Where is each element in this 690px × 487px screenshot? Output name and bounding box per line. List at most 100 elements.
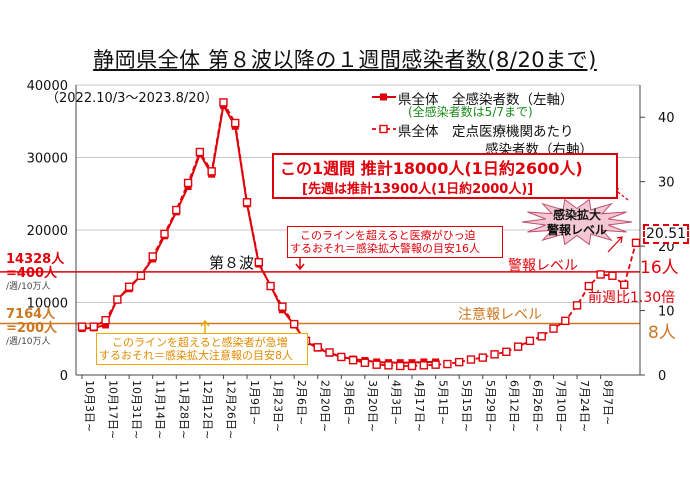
y-right-tick-label: 30 <box>658 176 675 191</box>
threshold-alert-annotation: 14328人 =400人 /週/10万人 <box>6 253 64 293</box>
series2-point <box>419 361 429 370</box>
x-tick-label: 10月31日~ <box>130 380 143 439</box>
x-tick-label: 4月17日~ <box>413 380 426 432</box>
series2-point <box>254 258 264 267</box>
x-tick-label: 2月20日~ <box>319 380 332 432</box>
callout-alert-line2: するおそれ＝感染拡大警報の目安16人 <box>290 242 480 255</box>
legend-series1-label: 県全体 全感染者数（左軸） <box>398 92 574 108</box>
series2-point <box>561 316 570 326</box>
series-layer <box>77 98 641 371</box>
series2-point <box>337 352 346 362</box>
series2-point <box>525 336 535 346</box>
callout-caution-line1: このラインを超えると感染者が急増 <box>112 336 288 349</box>
callout-main-box <box>272 153 618 199</box>
series2-point <box>207 167 216 176</box>
legend-markers <box>372 93 396 134</box>
series2-point <box>584 281 594 291</box>
series2-point <box>549 324 558 333</box>
x-tick-label: 6月26日~ <box>531 380 544 432</box>
x-tick-label: 8月7日~ <box>602 380 615 425</box>
threshold-caution-value: 7164人 <box>6 307 56 322</box>
series2-point <box>454 357 464 367</box>
x-tick-label: 10月17日~ <box>107 380 120 439</box>
x-tick-label: 2月6日~ <box>295 380 308 425</box>
series2-point <box>231 118 240 128</box>
legend-series2-marker <box>379 124 388 134</box>
series2-point <box>372 360 381 369</box>
series2-point <box>348 355 358 365</box>
x-tick-label: 5月1日~ <box>437 380 450 425</box>
y-left-tick-label: 10000 <box>27 297 68 312</box>
series2-point <box>407 361 417 371</box>
chart-title: 静岡県全体 第８波以降の１週間感染者数(8/20まで) <box>93 48 597 72</box>
x-tick-label: 5月29日~ <box>484 380 497 432</box>
x-tick-label: 11月28日~ <box>177 380 190 439</box>
y-right-tick-label: 10 <box>658 305 675 320</box>
threshold-caution-eq: =200人 <box>6 321 58 336</box>
y-left-tick-label: 30000 <box>27 152 68 167</box>
caution-arrow <box>200 319 210 333</box>
series2-point <box>136 271 146 280</box>
threshold-caution-sub: /週/10万人 <box>6 337 51 347</box>
series2-point <box>289 319 299 329</box>
series2-point <box>325 348 334 357</box>
series2-point <box>620 280 629 289</box>
series2-point <box>266 281 275 291</box>
series2-point <box>172 205 181 215</box>
series2-point <box>360 358 370 367</box>
caution-level-label: 注意報レベル <box>458 307 542 323</box>
callout-alert-box <box>287 226 503 258</box>
series2-point <box>101 316 110 325</box>
x-tick-label: 1月23日~ <box>272 380 285 432</box>
series2-point <box>443 359 452 369</box>
series2-point <box>596 270 605 279</box>
series2-point <box>77 322 87 331</box>
series2-point <box>313 343 322 352</box>
y-left-tick-label: 40000 <box>27 79 68 94</box>
series2-point <box>242 198 252 207</box>
x-tick-label: 12月12日~ <box>201 380 214 439</box>
series2-point <box>396 361 405 371</box>
callout-caution-line2: するおそれ＝感染拡大注意報の目安8人 <box>99 349 293 362</box>
series2-point <box>195 147 205 157</box>
series2-point <box>608 271 617 280</box>
series2-point <box>631 238 641 248</box>
x-tick-label: 6月12日~ <box>507 380 520 432</box>
callout-caution-box <box>96 333 308 365</box>
series2-point <box>219 98 228 107</box>
y-left-tick-label: 20000 <box>27 224 68 239</box>
y-right-tick-label: 0 <box>658 369 666 384</box>
legend-series1-note: (全感染者数は5/7まで) <box>408 105 533 119</box>
alert-arrow <box>295 256 305 271</box>
series2-point <box>478 353 487 362</box>
alert-threshold-right-label: 16人 <box>640 258 679 278</box>
x-tick-label: 1月9日~ <box>248 380 261 425</box>
alert-level-label: 警報レベル <box>508 258 578 274</box>
series2-point <box>278 302 287 311</box>
series1-point <box>102 321 110 329</box>
series2-point <box>431 360 440 369</box>
series2-point <box>160 229 169 239</box>
x-tick-label: 11月14日~ <box>154 380 167 439</box>
series2-point <box>148 252 157 261</box>
series2-point <box>384 361 393 370</box>
y-left-tick-label: 0 <box>60 369 68 384</box>
series2-point <box>513 342 523 351</box>
burst-label-line2: 警報レベル <box>546 222 607 237</box>
threshold-alert-sub: /週/10万人 <box>6 282 51 292</box>
series2-point <box>466 355 476 364</box>
week-over-week-label: 前週比1.30倍 <box>588 290 676 306</box>
x-tick-label: 3月6日~ <box>342 380 355 425</box>
series2-point <box>124 282 134 291</box>
x-tick-label: 7月24日~ <box>578 380 591 432</box>
threshold-lines <box>0 271 640 325</box>
series2-point <box>490 350 499 359</box>
latest-value-box: 20.51 <box>643 224 689 244</box>
series2-point <box>113 295 122 304</box>
threshold-alert-value: 14328人 <box>6 252 65 267</box>
y-right-tick-label: 40 <box>658 111 675 126</box>
x-tick-label: 4月3日~ <box>389 380 402 425</box>
threshold-caution-annotation: 7164人 =200人 /週/10万人 <box>6 308 57 348</box>
